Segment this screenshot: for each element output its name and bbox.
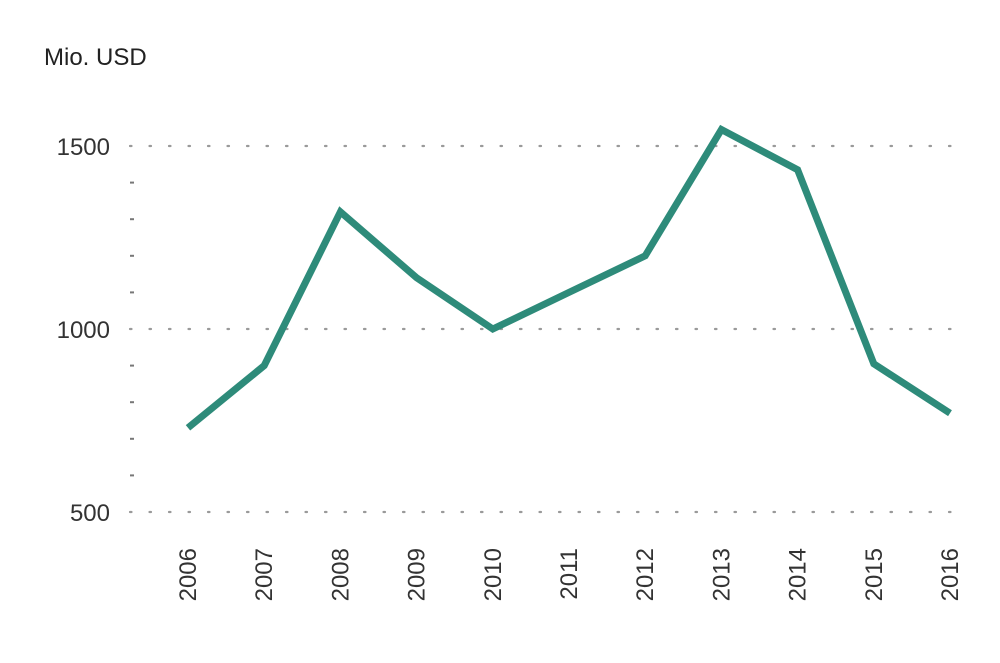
x-tick-label-2016: 2016 [937, 548, 964, 601]
x-tick-label-2007: 2007 [251, 548, 278, 601]
grid-layer [128, 144, 960, 514]
y-tick-label-1000: 1000 [57, 317, 110, 344]
x-tick-label-2009: 2009 [404, 548, 431, 601]
x-tick-label-2012: 2012 [632, 548, 659, 601]
x-tick-layer: 2006 2007 2008 2009 2010 2011 2012 2013 2014 2015… [175, 548, 964, 601]
y-tick-layer: 500 1000 1500 [57, 134, 110, 527]
x-tick-label-2015: 2015 [861, 548, 888, 601]
minor-tick-layer [130, 181, 134, 477]
y-unit-label: Mio. USD [44, 44, 147, 71]
x-tick-label-2013: 2013 [708, 548, 735, 601]
series-layer [185, 124, 952, 431]
y-tick-label-500: 500 [70, 500, 110, 527]
y-tick-label-1500: 1500 [57, 134, 110, 161]
x-tick-label-2006: 2006 [175, 548, 202, 601]
x-tick-label-2008: 2008 [327, 548, 354, 601]
x-tick-label-2011: 2011 [556, 548, 583, 600]
x-tick-label-2014: 2014 [785, 548, 812, 601]
x-tick-label-2010: 2010 [480, 548, 507, 601]
series-line-0 [185, 124, 952, 431]
